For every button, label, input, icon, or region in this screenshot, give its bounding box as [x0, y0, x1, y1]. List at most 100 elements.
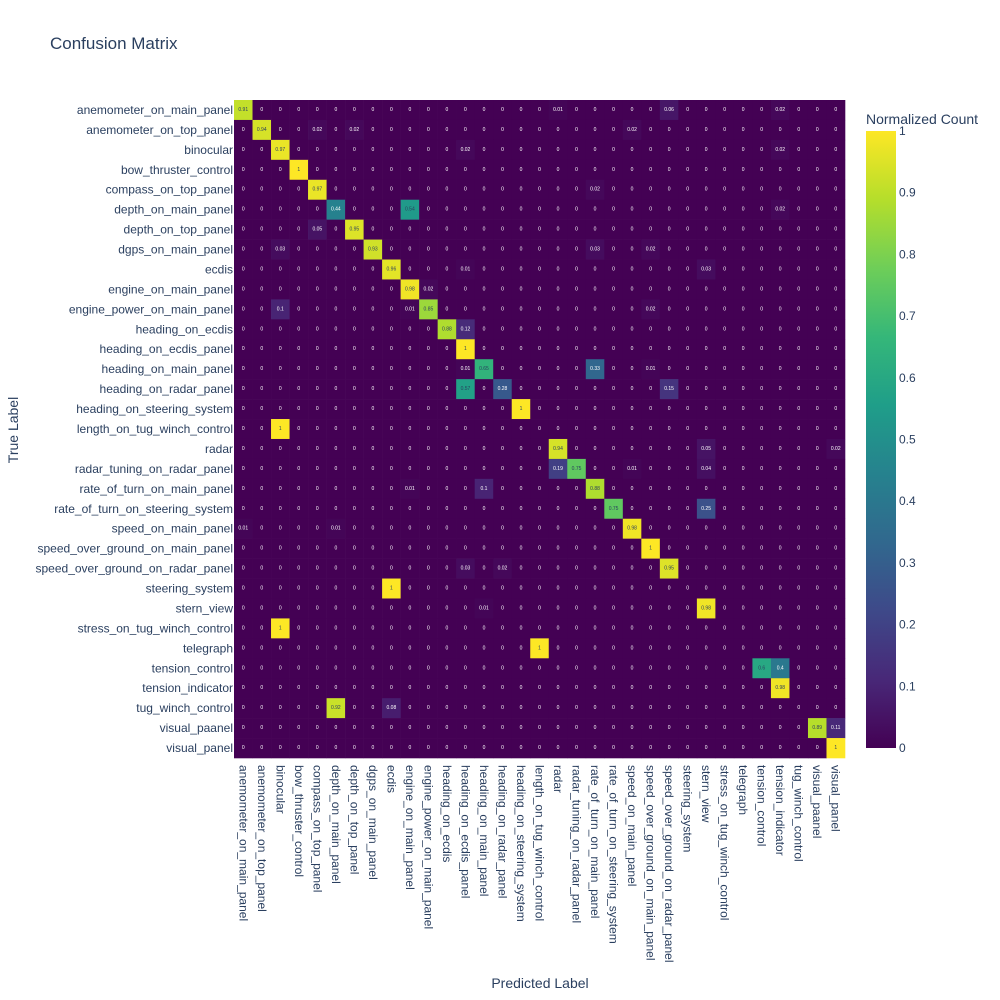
cell-value-label: 0: [575, 326, 578, 332]
heatmap-cell: [641, 139, 661, 161]
heatmap-cell: [382, 399, 401, 420]
heatmap-cell: [493, 538, 513, 559]
heatmap-cell: [770, 698, 790, 719]
cell-value-label: 0.01: [627, 466, 637, 472]
cell-value-label: 0: [594, 625, 597, 631]
heatmap-cell: [326, 259, 346, 280]
heatmap-cell: [789, 558, 809, 579]
cell-value-label: 0: [797, 526, 800, 532]
cell-value-label: 0: [538, 127, 541, 133]
heatmap-cell: [474, 618, 494, 639]
cell-value-label: 1: [390, 586, 393, 592]
cell-value-label: 0: [501, 286, 504, 292]
cell-value-label: 0: [464, 406, 467, 412]
cell-value-label: 0: [742, 605, 745, 611]
heatmap-cell: [511, 219, 531, 240]
cell-value-label: 0: [520, 725, 523, 731]
heatmap-cell: [493, 379, 513, 400]
cell-value-label: 0: [260, 266, 263, 272]
cell-value-label: 0: [446, 366, 449, 372]
cell-value-label: 0: [390, 386, 393, 392]
cell-value-label: 0: [316, 366, 319, 372]
cell-value-label: 0: [816, 107, 819, 113]
heatmap-cell: [474, 478, 494, 500]
heatmap-cell: [511, 638, 531, 659]
heatmap-cell: [363, 299, 383, 320]
cell-value-label: 0: [649, 266, 652, 272]
cell-value-label: 0: [797, 227, 800, 233]
heatmap-cell: [807, 558, 827, 579]
heatmap-cell: [807, 458, 827, 480]
heatmap-cell: [807, 438, 827, 460]
cell-value-label: 0: [316, 107, 319, 113]
heatmap-cell: [474, 399, 494, 420]
cell-value-label: 0: [538, 486, 541, 492]
cell-value-label: 0: [371, 266, 374, 272]
cell-value-label: 0: [612, 685, 615, 691]
heatmap-cell: [252, 478, 272, 500]
cell-value-label: 0: [260, 207, 263, 213]
x-tick-label: dgps_on_main_panel: [366, 765, 380, 880]
cell-value-label: 0: [686, 207, 689, 213]
heatmap-cell: [345, 738, 364, 759]
heatmap-cell: [752, 139, 772, 161]
cell-value-label: 0: [723, 306, 726, 312]
heatmap-cell: [696, 718, 716, 739]
heatmap-cell: [641, 419, 661, 440]
heatmap-cell: [437, 458, 457, 480]
cell-value-label: 0: [390, 366, 393, 372]
heatmap-cell: [382, 558, 401, 579]
cell-value-label: 0: [427, 326, 430, 332]
cell-value-label: 0: [834, 167, 837, 173]
heatmap-cell: [770, 199, 790, 220]
heatmap-cell: [622, 658, 642, 679]
cell-value-label: 0: [779, 526, 782, 532]
heatmap-cell: [789, 698, 809, 719]
heatmap-cell: [696, 139, 716, 161]
cell-value-label: 0: [631, 605, 634, 611]
heatmap-cell: [308, 279, 327, 300]
cell-value-label: 0: [723, 147, 726, 153]
cell-value-label: 0: [760, 605, 763, 611]
cell-value-label: 0: [742, 665, 745, 671]
heatmap-cell: [345, 658, 364, 679]
heatmap-cell: [419, 738, 438, 759]
cell-value-label: 0: [612, 725, 615, 731]
cell-value-label: 0: [483, 586, 486, 592]
cell-value-label: 0: [705, 147, 708, 153]
cell-value-label: 0.96: [387, 266, 397, 272]
cell-value-label: 0: [538, 446, 541, 452]
cell-value-label: 0: [353, 725, 356, 731]
cell-value-label: 0: [520, 605, 523, 611]
cell-value-label: 0: [705, 326, 708, 332]
cell-value-label: 0.98: [405, 286, 415, 292]
cell-value-label: 0: [557, 566, 560, 572]
cell-value-label: 0: [316, 247, 319, 253]
heatmap-cell: [456, 618, 475, 639]
cell-value-label: 0: [779, 446, 782, 452]
cell-value-label: 0: [612, 665, 615, 671]
heatmap-cell: [419, 339, 438, 360]
heatmap-cell: [326, 678, 346, 699]
heatmap-cell: [252, 399, 272, 420]
heatmap-cell: [678, 179, 698, 200]
cell-value-label: 0: [760, 286, 763, 292]
heatmap-cell: [641, 718, 661, 739]
cell-value-label: 0: [760, 207, 763, 213]
cell-value-label: 0: [797, 466, 800, 472]
heatmap-cell: [752, 638, 772, 659]
cell-value-label: 0.01: [405, 486, 415, 492]
cell-value-label: 0: [538, 386, 541, 392]
cell-value-label: 0: [557, 406, 560, 412]
heatmap-cell: [289, 159, 309, 181]
heatmap-cell: [567, 179, 587, 200]
cell-value-label: 0: [446, 147, 449, 153]
heatmap-cell: [530, 299, 550, 320]
heatmap-cell: [752, 359, 772, 380]
heatmap-cell: [308, 299, 327, 320]
heatmap-cell: [252, 119, 272, 141]
heatmap-cell: [326, 139, 346, 161]
cell-value-label: 0: [446, 526, 449, 532]
heatmap-cell: [363, 319, 383, 340]
